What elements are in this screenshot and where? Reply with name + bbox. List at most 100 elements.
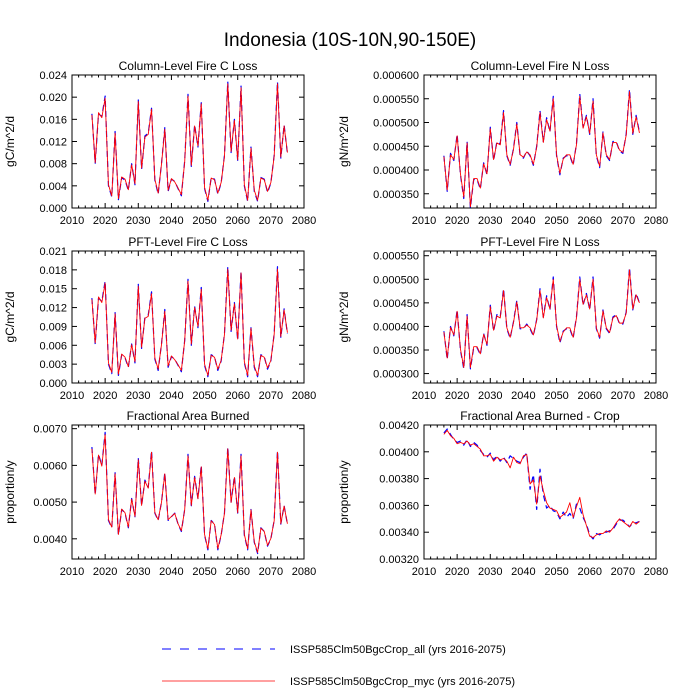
x-tick-label: 2070: [259, 215, 283, 227]
y-tick-label: 0.000400: [373, 165, 419, 177]
x-tick-label: 2030: [478, 566, 502, 578]
y-tick-label: 0.009: [39, 321, 67, 333]
y-axis-label: proportion/y: [337, 460, 351, 523]
x-tick-label: 2080: [292, 566, 316, 578]
x-tick-label: 2050: [544, 390, 568, 402]
x-tick-label: 2080: [644, 566, 668, 578]
x-tick-label: 2030: [478, 390, 502, 402]
x-tick-label: 2060: [577, 390, 601, 402]
series-line-all: [91, 431, 289, 555]
chart-panel-1: Column-Level Fire C Loss gC/m^2/d 2010 2020…: [3, 59, 316, 227]
plot-frame: [423, 424, 657, 560]
y-tick-label: 0.0070: [33, 424, 67, 436]
chart-panel-5: Fractional Area Burned proportion/y 2010 20…: [3, 409, 316, 578]
x-tick-label: 2060: [225, 566, 249, 578]
panel-title: Column-Level Fire C Loss: [119, 59, 258, 73]
y-tick-label: 0.015: [39, 284, 67, 296]
x-tick-label: 2010: [60, 215, 84, 227]
x-tick-label: 2070: [611, 215, 635, 227]
x-tick-label: 2050: [192, 390, 216, 402]
y-axis-label: gC/m^2/d: [3, 292, 17, 343]
x-tick-label: 2010: [60, 390, 84, 402]
y-tick-label: 0.012: [39, 137, 67, 149]
y-tick-label: 0.0050: [33, 497, 67, 509]
y-axis-label: gN/m^2/d: [337, 292, 351, 343]
y-tick-label: 0.003: [39, 359, 67, 371]
panel-title: Fractional Area Burned: [127, 409, 250, 423]
plot-frame: [423, 250, 657, 384]
chart-panel-4: PFT-Level Fire N Loss gN/m^2/d 2010 2020 203…: [337, 235, 668, 402]
x-tick-label: 2040: [511, 215, 535, 227]
y-tick-label: 0.000500: [373, 274, 419, 286]
y-tick-label: 0.000400: [373, 321, 419, 333]
x-tick-label: 2080: [292, 215, 316, 227]
x-tick-label: 2080: [644, 215, 668, 227]
series-line-all: [443, 88, 641, 208]
x-tick-label: 2060: [225, 215, 249, 227]
y-tick-label: 0.000300: [373, 369, 419, 381]
series-line-myc: [91, 434, 288, 553]
chart-panel-6: Fractional Area Burned - Crop proportion/…: [337, 409, 668, 578]
x-tick-label: 2080: [644, 390, 668, 402]
y-tick-label: 0.000550: [373, 94, 419, 106]
x-tick-label: 2010: [412, 566, 436, 578]
x-tick-label: 2010: [412, 390, 436, 402]
x-tick-label: 2010: [412, 215, 436, 227]
plot-frame: [71, 250, 305, 384]
x-tick-label: 2030: [126, 215, 150, 227]
plot-frame: [423, 74, 657, 209]
y-tick-label: 0.000: [39, 203, 67, 215]
y-axis-label: gC/m^2/d: [3, 116, 17, 167]
series-line-all: [91, 81, 289, 202]
y-axis-label: gN/m^2/d: [337, 116, 351, 167]
series-line-all: [91, 266, 289, 378]
y-tick-label: 0.000500: [373, 118, 419, 130]
y-tick-label: 0.004: [39, 181, 67, 193]
x-tick-label: 2030: [126, 566, 150, 578]
y-tick-label: 0.0040: [33, 534, 67, 546]
x-tick-label: 2020: [445, 390, 469, 402]
x-tick-label: 2020: [445, 566, 469, 578]
series-line-all: [443, 428, 640, 540]
x-tick-label: 2040: [159, 390, 183, 402]
x-tick-label: 2050: [192, 215, 216, 227]
panel-title: Column-Level Fire N Loss: [471, 59, 610, 73]
series-line-all: [443, 266, 640, 370]
panel-title: PFT-Level Fire N Loss: [480, 235, 599, 249]
y-tick-label: 0.000: [39, 378, 67, 390]
x-tick-label: 2040: [159, 215, 183, 227]
x-tick-label: 2050: [544, 566, 568, 578]
y-tick-label: 0.00420: [379, 420, 419, 432]
y-tick-label: 0.024: [39, 70, 67, 82]
x-tick-label: 2050: [544, 215, 568, 227]
chart-panel-3: PFT-Level Fire C Loss gC/m^2/d 2010 2020 203…: [3, 235, 316, 402]
series-line-myc: [443, 91, 640, 208]
x-tick-label: 2020: [445, 215, 469, 227]
y-tick-label: 0.018: [39, 265, 67, 277]
x-tick-label: 2040: [511, 566, 535, 578]
x-tick-label: 2020: [93, 390, 117, 402]
y-tick-label: 0.000450: [373, 141, 419, 153]
x-tick-label: 2030: [126, 390, 150, 402]
x-tick-label: 2060: [225, 390, 249, 402]
x-tick-label: 2030: [478, 215, 502, 227]
x-tick-label: 2080: [292, 390, 316, 402]
y-tick-label: 0.006: [39, 340, 67, 352]
y-axis-label: proportion/y: [3, 460, 17, 523]
legend: ISSP585Clm50BgcCrop_all (yrs 2016-2075) …: [162, 644, 515, 688]
y-tick-label: 0.00320: [379, 554, 419, 566]
series-line-myc: [443, 269, 640, 368]
x-tick-label: 2070: [259, 390, 283, 402]
x-tick-label: 2070: [611, 390, 635, 402]
x-tick-label: 2020: [93, 215, 117, 227]
y-tick-label: 0.0060: [33, 460, 67, 472]
x-tick-label: 2070: [611, 566, 635, 578]
y-tick-label: 0.020: [39, 92, 67, 104]
panel-grid: Column-Level Fire C Loss gC/m^2/d 2010 2020…: [3, 59, 668, 578]
y-tick-label: 0.000350: [373, 345, 419, 357]
y-tick-label: 0.00360: [379, 500, 419, 512]
y-tick-label: 0.000450: [373, 298, 419, 310]
y-tick-label: 0.012: [39, 303, 67, 315]
y-tick-label: 0.008: [39, 159, 67, 171]
